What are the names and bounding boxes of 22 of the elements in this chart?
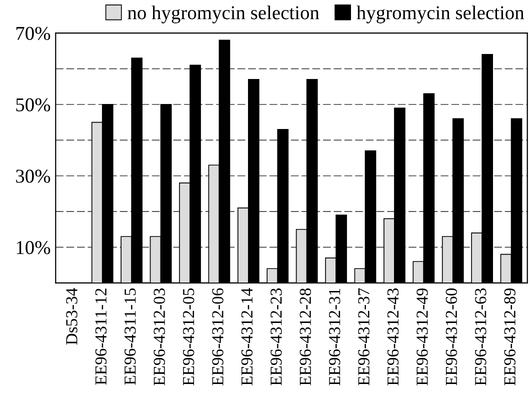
y-tick-label: 70% <box>16 26 50 40</box>
x-tick-label: EE96-4312-14 <box>241 288 253 386</box>
x-tick-label: EE96-4312-05 <box>182 288 194 386</box>
legend-label: hygromycin selection <box>356 6 524 24</box>
x-tick-label: EE96-4312-23 <box>270 288 282 386</box>
x-tick-label: EE96-4311-12 <box>95 288 107 385</box>
x-tick-label: EE96-4312-28 <box>300 288 312 386</box>
x-tick-label: EE96-4312-06 <box>212 288 224 386</box>
x-tick-label: EE96-4312-37 <box>358 288 370 386</box>
y-tick-label: 10% <box>16 241 50 254</box>
y-tick-label: 50% <box>16 98 50 112</box>
x-tick-label: Ds53-34 <box>66 288 78 345</box>
x-tick-label: EE96-4312-89 <box>504 288 516 386</box>
x-tick-label: EE96-4312-63 <box>475 288 486 386</box>
x-tick-label: EE96-4312-49 <box>416 288 428 386</box>
y-tick-label: 30% <box>16 170 50 183</box>
x-tick-label: EE96-4311-15 <box>124 288 136 385</box>
x-tick-label: EE96-4312-43 <box>387 288 399 386</box>
x-tick-label: EE96-4312-31 <box>329 288 340 386</box>
x-tick-label: EE96-4312-03 <box>154 288 165 386</box>
x-tick-label: EE96-4312-60 <box>446 288 458 386</box>
legend-label: no hygromycin selection <box>128 6 320 24</box>
